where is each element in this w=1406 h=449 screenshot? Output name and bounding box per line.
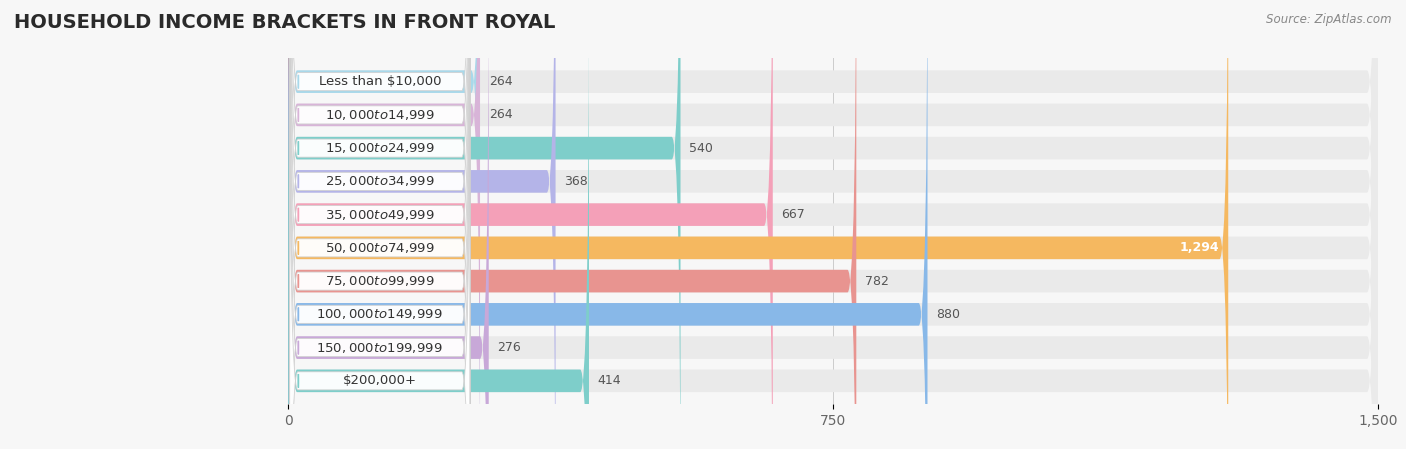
Text: $25,000 to $34,999: $25,000 to $34,999 [325,174,434,189]
Text: $75,000 to $99,999: $75,000 to $99,999 [325,274,434,288]
FancyBboxPatch shape [290,0,470,449]
FancyBboxPatch shape [290,0,470,449]
Text: 782: 782 [865,275,889,288]
Text: $200,000+: $200,000+ [343,374,416,387]
Text: 264: 264 [489,108,512,121]
Text: 276: 276 [498,341,522,354]
FancyBboxPatch shape [288,0,489,449]
FancyBboxPatch shape [288,0,773,449]
Text: $35,000 to $49,999: $35,000 to $49,999 [325,207,434,222]
FancyBboxPatch shape [288,0,1378,449]
FancyBboxPatch shape [290,0,470,449]
FancyBboxPatch shape [288,0,928,449]
Text: $100,000 to $149,999: $100,000 to $149,999 [316,308,443,321]
Text: $150,000 to $199,999: $150,000 to $199,999 [316,341,443,355]
FancyBboxPatch shape [288,0,555,449]
FancyBboxPatch shape [290,24,470,449]
Text: 880: 880 [936,308,960,321]
Text: Less than $10,000: Less than $10,000 [319,75,441,88]
FancyBboxPatch shape [288,0,1378,449]
FancyBboxPatch shape [290,0,470,449]
FancyBboxPatch shape [288,0,856,449]
FancyBboxPatch shape [288,0,1378,449]
Text: $50,000 to $74,999: $50,000 to $74,999 [325,241,434,255]
Text: Source: ZipAtlas.com: Source: ZipAtlas.com [1267,13,1392,26]
FancyBboxPatch shape [288,0,681,449]
Text: 1,294: 1,294 [1180,242,1219,254]
Text: 368: 368 [564,175,588,188]
FancyBboxPatch shape [288,0,1378,449]
FancyBboxPatch shape [288,0,1378,449]
Text: $15,000 to $24,999: $15,000 to $24,999 [325,141,434,155]
FancyBboxPatch shape [290,0,470,449]
FancyBboxPatch shape [288,0,589,449]
FancyBboxPatch shape [288,0,479,449]
FancyBboxPatch shape [288,0,1378,449]
Text: 540: 540 [689,141,713,154]
FancyBboxPatch shape [288,0,1378,449]
FancyBboxPatch shape [288,0,1378,449]
FancyBboxPatch shape [288,0,1229,449]
Text: 264: 264 [489,75,512,88]
FancyBboxPatch shape [290,0,470,449]
FancyBboxPatch shape [290,0,470,449]
FancyBboxPatch shape [288,0,1378,449]
Text: 667: 667 [782,208,806,221]
FancyBboxPatch shape [290,0,470,438]
FancyBboxPatch shape [290,0,470,449]
Text: $10,000 to $14,999: $10,000 to $14,999 [325,108,434,122]
FancyBboxPatch shape [288,0,479,449]
FancyBboxPatch shape [288,0,1378,449]
Text: HOUSEHOLD INCOME BRACKETS IN FRONT ROYAL: HOUSEHOLD INCOME BRACKETS IN FRONT ROYAL [14,13,555,32]
Text: 414: 414 [598,374,621,387]
